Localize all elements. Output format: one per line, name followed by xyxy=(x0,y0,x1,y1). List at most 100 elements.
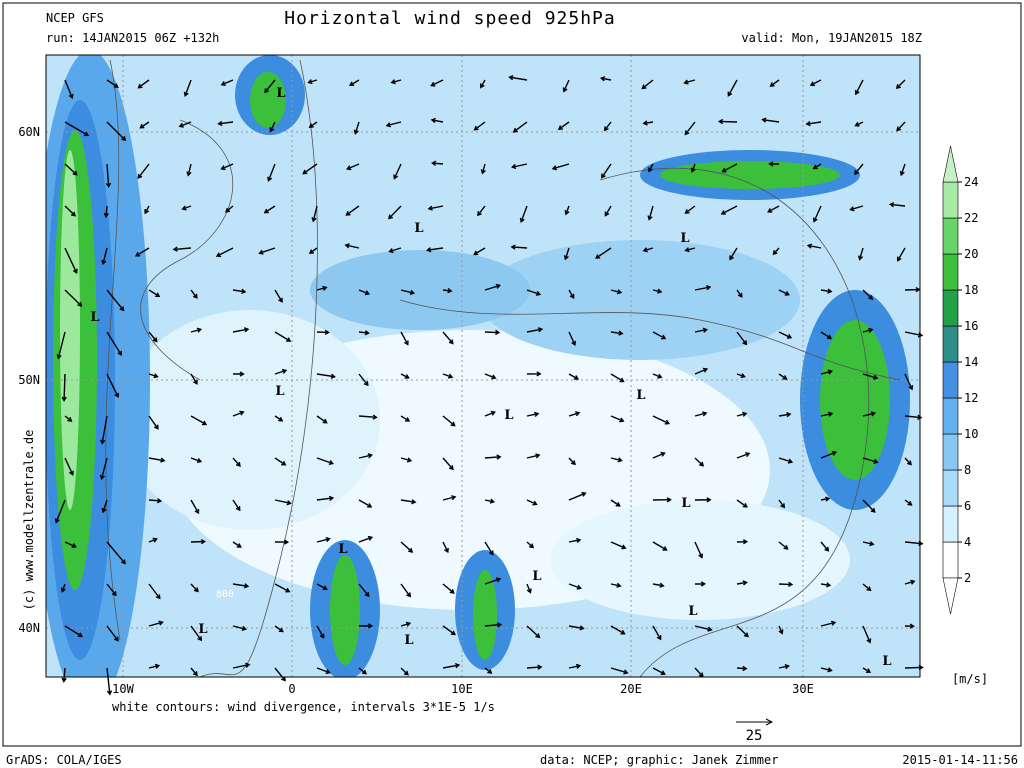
wind-arrow xyxy=(64,289,83,307)
wind-arrow xyxy=(232,288,247,294)
colorbar-box xyxy=(942,541,959,579)
wind-arrow xyxy=(484,454,502,460)
wind-arrow xyxy=(358,289,371,296)
wind-arrow xyxy=(217,120,234,127)
wind-arrow xyxy=(105,163,112,189)
wind-arrow xyxy=(642,120,654,126)
wind-arrow xyxy=(400,541,414,553)
wind-arrow xyxy=(820,331,833,340)
wind-arrow xyxy=(690,163,696,173)
wind-arrow xyxy=(172,246,192,252)
wind-arrow xyxy=(274,499,292,506)
wind-arrow xyxy=(557,121,570,130)
wind-arrow xyxy=(400,331,409,346)
wind-arrow xyxy=(148,331,158,343)
wind-arrow xyxy=(274,625,284,633)
wind-arrow xyxy=(904,414,923,420)
wind-arrow xyxy=(694,327,708,333)
wind-arrow xyxy=(316,415,328,424)
wind-arrow xyxy=(190,327,203,333)
reference-vector-label: 25 xyxy=(746,728,763,744)
wind-arrow xyxy=(694,285,712,291)
wind-vectors xyxy=(54,75,924,696)
wind-arrow xyxy=(190,415,208,426)
wind-arrow xyxy=(904,579,916,585)
wind-arrow xyxy=(264,79,276,94)
wind-arrow xyxy=(106,583,117,597)
wind-arrow xyxy=(568,625,585,631)
wind-arrow xyxy=(904,499,913,506)
wind-arrow xyxy=(484,577,502,585)
wind-arrow xyxy=(778,541,789,550)
wind-arrow xyxy=(601,163,612,179)
wind-arrow xyxy=(820,411,834,417)
colorbar-label: 8 xyxy=(964,463,971,477)
wind-arrow xyxy=(568,663,582,669)
wind-arrow xyxy=(652,415,670,425)
wind-arrow xyxy=(568,373,580,380)
wind-arrow xyxy=(148,583,161,600)
wind-arrow xyxy=(215,247,234,258)
wind-arrow xyxy=(178,121,192,128)
wind-arrow xyxy=(694,541,704,559)
wind-arrow xyxy=(652,373,663,379)
wind-arrow xyxy=(904,540,924,547)
wind-arrow xyxy=(190,667,198,677)
wind-arrow xyxy=(64,205,76,217)
wind-arrow xyxy=(778,663,790,670)
wind-arrow xyxy=(904,286,921,293)
wind-arrow xyxy=(263,205,276,214)
wind-arrow xyxy=(190,538,207,545)
wind-arrow xyxy=(720,205,738,215)
wind-arrow xyxy=(778,625,784,635)
valid-label: valid: Mon, 19JAN2015 18Z xyxy=(741,31,922,45)
wind-arrow xyxy=(148,373,159,379)
wind-arrow xyxy=(232,371,245,377)
wind-arrow xyxy=(232,625,247,632)
wind-arrow xyxy=(400,373,410,379)
wind-arrow xyxy=(767,205,780,213)
wind-arrow xyxy=(778,457,794,464)
wind-arrow xyxy=(484,283,502,291)
wind-arrow xyxy=(526,625,541,639)
colorbar-bottom xyxy=(942,577,959,615)
wind-arrow xyxy=(316,285,328,291)
wind-arrow xyxy=(526,541,535,549)
run-label: run: 14JAN2015 06Z +132h xyxy=(46,31,219,45)
wind-arrow xyxy=(224,205,234,213)
wind-arrow xyxy=(862,327,874,333)
wind-arrow xyxy=(736,411,748,417)
colorbar-unit: [m/s] xyxy=(952,672,988,686)
wind-arrow xyxy=(778,412,792,418)
wind-arrow xyxy=(232,583,250,589)
lon-label: 10E xyxy=(451,682,473,696)
wind-arrow xyxy=(652,541,668,551)
low-marker: L xyxy=(504,408,513,423)
wind-arrow xyxy=(896,121,906,132)
colorbar-box xyxy=(942,433,959,471)
wind-arrow xyxy=(610,625,626,635)
wind-arrow xyxy=(599,76,612,82)
wind-arrow xyxy=(736,499,748,508)
wind-arrow xyxy=(684,121,696,136)
wind-arrow xyxy=(526,583,532,594)
contour-label: 800 xyxy=(216,589,234,600)
wind-arrow xyxy=(684,247,696,253)
wind-arrow xyxy=(896,247,906,262)
wind-arrow xyxy=(820,450,838,459)
wind-arrow xyxy=(56,331,66,360)
wind-arrow xyxy=(103,205,109,219)
wind-arrow xyxy=(358,453,373,459)
wind-arrow xyxy=(604,205,612,217)
wind-arrow xyxy=(106,79,119,88)
wind-arrow xyxy=(484,373,497,380)
colorbar-box xyxy=(942,397,959,435)
low-marker: L xyxy=(404,633,413,648)
wind-arrow xyxy=(316,373,336,379)
wind-arrow xyxy=(348,79,360,87)
wind-arrow xyxy=(274,331,292,342)
title: Horizontal wind speed 925hPa xyxy=(284,8,615,29)
wind-arrow xyxy=(510,244,528,250)
wind-arrow xyxy=(736,539,749,545)
wind-arrow xyxy=(778,373,788,380)
